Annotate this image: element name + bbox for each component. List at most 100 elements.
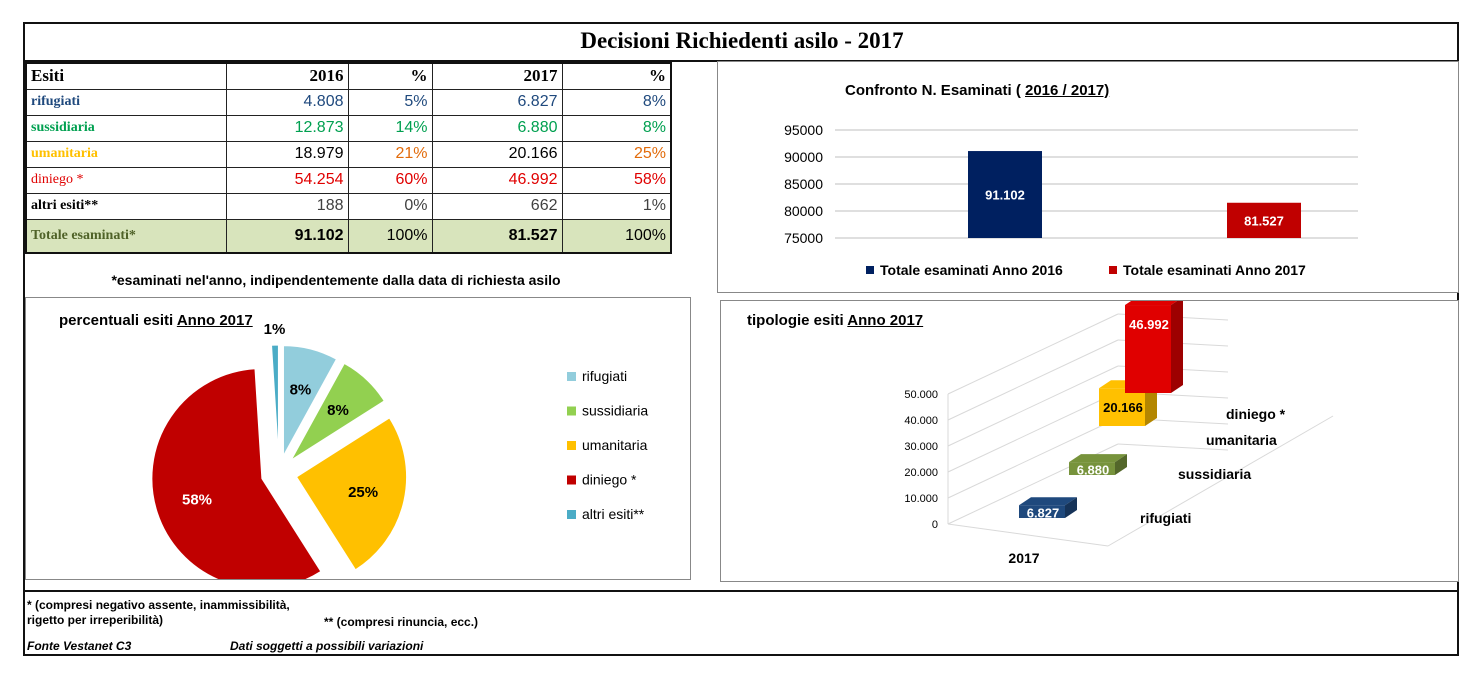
legend-label: Totale esaminati Anno 2016 (880, 262, 1063, 278)
disclaimer-note: Dati soggetti a possibili variazioni (230, 639, 424, 653)
types-title-underlined: Anno 2017 (847, 312, 924, 329)
row-pct-2017: 25% (561, 140, 672, 168)
footnote-2: ** (compresi rinuncia, ecc.) (324, 615, 479, 629)
row-label: diniego * (25, 166, 227, 194)
pie-chart-panel: percentuali esiti Anno 2017 8% 8% 25% 58% 1%… (25, 297, 691, 580)
row-value-2017: 6.880 (431, 114, 563, 142)
table-row: umanitaria 18.979 21% 20.166 25% (25, 140, 672, 168)
y-tick-label: 10.000 (904, 493, 938, 505)
comparison-chart-panel: Confronto N. Esaminati ( 2016 / 2017) 75… (717, 61, 1459, 293)
row-value-2016: 188 (225, 192, 349, 220)
legend-label: diniego * (582, 472, 637, 488)
bar-value-label: 20.166 (1103, 400, 1143, 415)
legend-label: sussidiaria (582, 403, 648, 419)
row-pct-2016: 0% (347, 192, 433, 220)
table-total-row: Totale esaminati* 91.102 100% 81.527 100… (25, 218, 672, 254)
row-value-2016: 12.873 (225, 114, 349, 142)
row-pct-2016: 14% (347, 114, 433, 142)
legend-label: umanitaria (582, 437, 648, 453)
row-label: rifugiati (25, 88, 227, 116)
row-value-2017: 6.827 (431, 88, 563, 116)
types-chart-panel: tipologie esiti Anno 2017 0 10.000 20.000 3… (720, 300, 1459, 582)
table-row: diniego * 54.254 60% 46.992 58% (25, 166, 672, 194)
row-label: altri esiti** (25, 192, 227, 220)
types-chart: 0 10.000 20.000 30.000 40.000 50.000 2017 6.827… (904, 301, 1334, 566)
table-header-row: Esiti 2016 % 2017 % (25, 62, 672, 90)
y-tick-label: 30.000 (904, 441, 938, 453)
bar-value-label: 46.992 (1129, 317, 1169, 332)
source-note: Fonte Vestanet C3 (27, 639, 132, 653)
types-chart-title: tipologie esiti Anno 2017 (747, 312, 923, 329)
row-label: umanitaria (25, 140, 227, 168)
legend-swatch (567, 372, 576, 381)
gridline (947, 391, 1119, 473)
legend-swatch (567, 441, 576, 450)
header-esiti: Esiti (25, 62, 227, 90)
legend-label: altri esiti** (582, 506, 645, 522)
y-tick-label: 75000 (784, 230, 823, 246)
row-value-2017: 46.992 (431, 166, 563, 194)
gridline (947, 313, 1119, 395)
bar-side (1115, 454, 1127, 475)
comparison-title-underlined: 2016 / 2017) (1025, 82, 1110, 99)
table-footnote: *esaminati nel'anno, indipendentemente d… (111, 272, 561, 288)
bar-value-label: 6.880 (1077, 463, 1110, 478)
y-tick-label: 0 (932, 519, 938, 531)
total-pct-2017: 100% (561, 218, 672, 254)
row-value-2017: 20.166 (431, 140, 563, 168)
header-2016: 2016 (225, 62, 349, 90)
pie-slice (290, 362, 385, 461)
row-pct-2017: 58% (561, 166, 672, 194)
legend-label: Totale esaminati Anno 2017 (1123, 262, 1306, 278)
pie-slice (282, 345, 338, 456)
y-tick-label: 20.000 (904, 467, 938, 479)
total-pct-2016: 100% (347, 218, 433, 254)
pie-value-label: 8% (327, 402, 349, 419)
total-value-2017: 81.527 (431, 218, 563, 254)
bar-top (1019, 497, 1077, 506)
row-value-2016: 54.254 (225, 166, 349, 194)
bar-value-label: 91.102 (985, 188, 1025, 203)
table-row: rifugiati 4.808 5% 6.827 8% (25, 88, 672, 116)
pie-chart: 8% 8% 25% 58% 1% rifugiati sussidiaria umanitar… (151, 321, 648, 579)
row-pct-2016: 21% (347, 140, 433, 168)
bar (968, 151, 1042, 238)
category-label: diniego * (1226, 406, 1286, 422)
header-pct-2016: % (347, 62, 433, 90)
bar-top (1069, 454, 1127, 463)
bar (1019, 505, 1065, 518)
table-row: altri esiti** 188 0% 662 1% (25, 192, 672, 220)
row-value-2016: 4.808 (225, 88, 349, 116)
total-label: Totale esaminati* (25, 218, 227, 254)
page-title: Decisioni Richiedenti asilo - 2017 (580, 28, 904, 53)
category-label: rifugiati (1140, 510, 1191, 526)
esiti-table: Esiti 2016 % 2017 % rifugiati 4.808 5% 6… (25, 62, 672, 254)
y-tick-label: 80000 (784, 203, 823, 219)
row-pct-2016: 60% (347, 166, 433, 194)
legend-swatch (567, 475, 576, 485)
pie-value-label: 8% (290, 382, 312, 399)
legend-label: rifugiati (582, 368, 627, 384)
footnote-1: * (compresi negativo assente, inammissib… (27, 598, 290, 628)
y-tick-label: 95000 (784, 122, 823, 138)
bar-value-label: 6.827 (1027, 506, 1060, 521)
gridline (947, 365, 1119, 447)
legend-swatch (567, 406, 576, 416)
bar-side (1171, 301, 1183, 393)
legend-swatch (866, 266, 874, 274)
bar (1099, 388, 1145, 426)
y-tick-label: 85000 (784, 176, 823, 192)
header-pct-2017: % (561, 62, 672, 90)
axis-line (947, 523, 1109, 547)
row-label: sussidiaria (25, 114, 227, 142)
row-pct-2017: 8% (561, 114, 672, 142)
row-pct-2016: 5% (347, 88, 433, 116)
gridline (947, 417, 1119, 499)
header-2017: 2017 (431, 62, 563, 90)
bar (1227, 202, 1301, 238)
pie-value-label: 25% (348, 484, 378, 501)
bar (1069, 462, 1115, 475)
total-value-2016: 91.102 (225, 218, 349, 254)
pie-value-label: 58% (182, 492, 212, 509)
bar-value-label: 81.527 (1244, 213, 1284, 228)
